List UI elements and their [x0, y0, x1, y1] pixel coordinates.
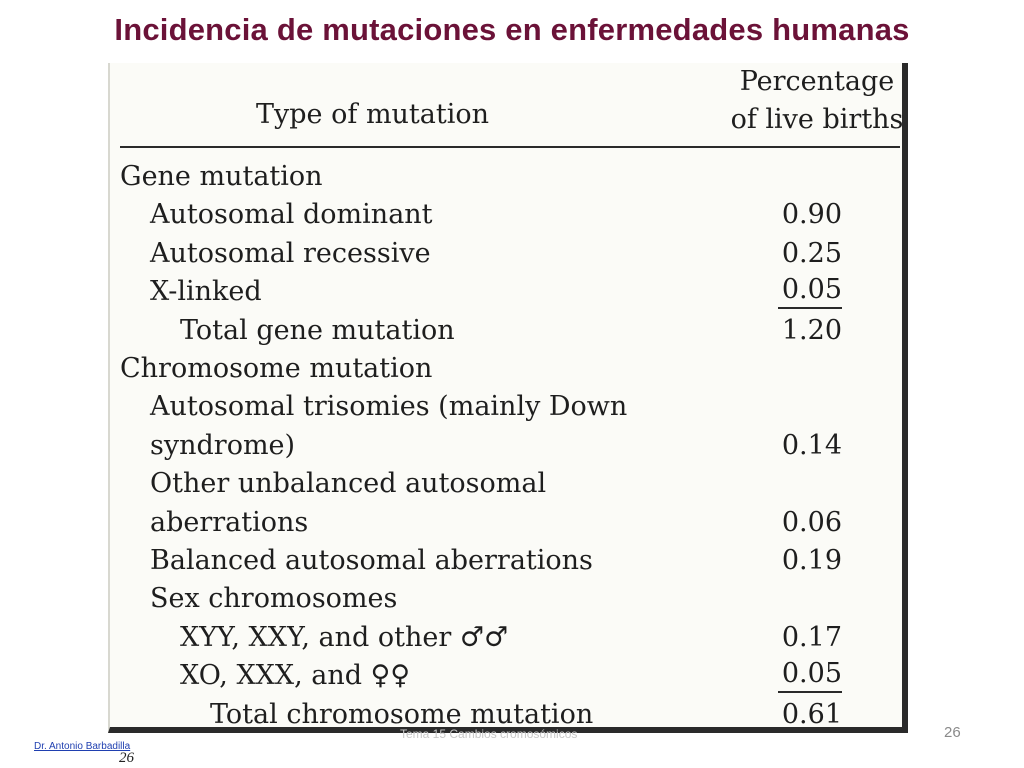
table-row: Chromosome mutation — [110, 350, 910, 388]
row-value: 0.90 — [781, 199, 842, 231]
slide-title: Incidencia de mutaciones en enfermedades… — [114, 12, 910, 47]
row-value: 0.61 — [781, 698, 842, 730]
row-label: Total gene mutation — [180, 314, 455, 346]
table-row: syndrome) 0.14 — [110, 427, 910, 465]
table-row: Balanced autosomal aberrations 0.19 — [110, 542, 910, 580]
table-row: Gene mutation — [110, 158, 910, 196]
table-row: Autosomal dominant 0.90 — [110, 196, 910, 234]
row-label: syndrome) — [150, 429, 296, 461]
table-row: Other unbalanced autosomal — [110, 465, 910, 503]
row-label: XYY, XXY, and other ♂♂ — [180, 621, 509, 653]
header-percentage-line2: of live births — [730, 104, 904, 135]
row-value: 0.17 — [781, 621, 842, 653]
row-value: 0.06 — [781, 506, 842, 538]
mutation-table-image: Type of mutation Percentage of live birt… — [108, 63, 908, 733]
row-label: Total chromosome mutation — [210, 698, 594, 730]
header-percentage: Percentage of live births — [722, 63, 912, 139]
table-row: Total gene mutation 1.20 — [110, 312, 910, 350]
row-label: Autosomal trisomies (mainly Down — [150, 391, 628, 423]
header-rule — [120, 146, 900, 148]
slide-number: 26 — [944, 724, 961, 741]
row-label: Autosomal recessive — [150, 237, 431, 269]
table-row: Autosomal trisomies (mainly Down — [110, 388, 910, 426]
row-label: XO, XXX, and ♀♀ — [180, 660, 411, 692]
table-row: Sex chromosomes — [110, 580, 910, 618]
table-row: XO, XXX, and ♀♀ 0.05 — [110, 657, 910, 695]
footer-topic: Tema 15 Cambios cromosómicos — [400, 727, 578, 741]
row-label: aberrations — [150, 506, 309, 538]
table-row: X-linked 0.05 — [110, 273, 910, 311]
row-value: 1.20 — [781, 314, 842, 346]
page-number-italic: 26 — [119, 750, 134, 766]
row-value: 0.14 — [781, 429, 842, 461]
author-link[interactable]: Dr. Antonio Barbadilla — [34, 741, 131, 752]
table-row: Autosomal recessive 0.25 — [110, 235, 910, 273]
header-percentage-line1: Percentage — [739, 66, 895, 97]
table-row: aberrations 0.06 — [110, 504, 910, 542]
row-label: Balanced autosomal aberrations — [150, 545, 593, 576]
header-type-of-mutation: Type of mutation — [256, 99, 490, 130]
row-label: Gene mutation — [120, 161, 323, 192]
row-label: X-linked — [150, 276, 262, 308]
row-value: 0.19 — [781, 545, 842, 576]
table-row: Total chromosome mutation 0.61 — [110, 696, 910, 734]
row-label: Autosomal dominant — [150, 199, 433, 231]
row-label: Other unbalanced autosomal — [150, 468, 547, 500]
row-label: Chromosome mutation — [120, 353, 433, 384]
row-label: Sex chromosomes — [150, 583, 398, 615]
row-value: 0.05 — [778, 273, 842, 310]
row-value: 0.05 — [778, 657, 842, 694]
row-value: 0.25 — [781, 237, 842, 269]
table-row: XYY, XXY, and other ♂♂ 0.17 — [110, 619, 910, 657]
